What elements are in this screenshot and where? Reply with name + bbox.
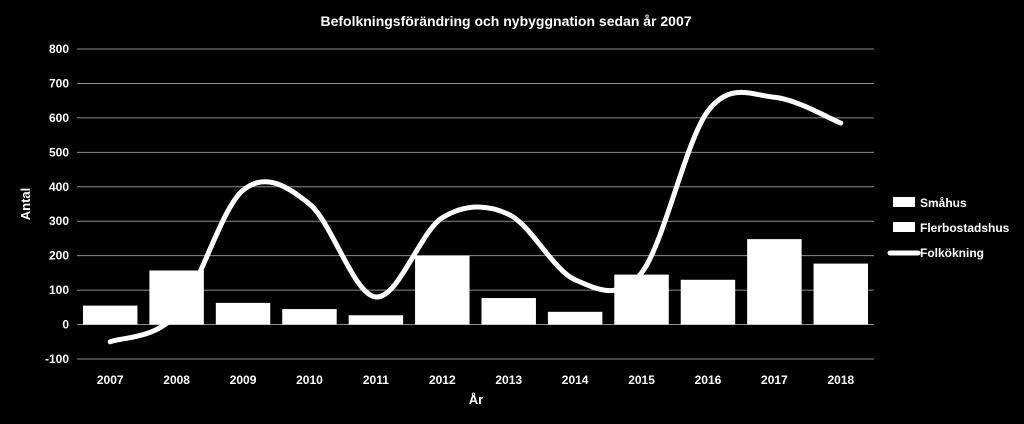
- bar: [547, 311, 603, 325]
- bar: [813, 263, 869, 325]
- x-tick-label: 2008: [163, 373, 190, 387]
- bar: [680, 279, 736, 325]
- bar: [747, 239, 802, 325]
- bars: [82, 239, 869, 325]
- bar: [614, 274, 669, 325]
- bar: [215, 302, 271, 325]
- bar: [282, 309, 337, 325]
- x-tick-label: 2010: [296, 373, 323, 387]
- y-tick-label: -100: [45, 352, 69, 366]
- series-line-folkokning: [107, 89, 844, 345]
- y-axis-label: Antal: [18, 188, 33, 221]
- x-tick-label: 2012: [429, 373, 456, 387]
- x-tick-label: 2016: [695, 373, 722, 387]
- x-tick-label: 2009: [230, 373, 257, 387]
- x-tick-label: 2018: [827, 373, 854, 387]
- x-tick-label: 2017: [761, 373, 788, 387]
- chart-title: Befolkningsförändring och nybyggnation s…: [320, 13, 691, 29]
- x-axis-label: År: [469, 392, 483, 407]
- x-tick-label: 2013: [495, 373, 522, 387]
- legend-label: Småhus: [920, 196, 967, 210]
- x-tick-labels: 2007 2008 2009 2010 2011 2012 2013 2014 2015 2016…: [97, 373, 855, 387]
- legend-label: Flerbostadshus: [920, 221, 1010, 235]
- y-tick-label: 100: [49, 283, 69, 297]
- y-tick-label: 0: [62, 318, 69, 332]
- bar: [481, 298, 536, 325]
- x-tick-label: 2015: [628, 373, 655, 387]
- line-series: [107, 89, 844, 345]
- y-tick-label: 600: [49, 111, 69, 125]
- y-tick-label: 200: [49, 249, 69, 263]
- y-tick-label: 700: [49, 76, 69, 90]
- y-tick-label: 400: [49, 180, 69, 194]
- y-tick-label: 500: [49, 145, 69, 159]
- bar: [82, 305, 138, 325]
- y-tick-label: 800: [49, 42, 69, 56]
- x-tick-label: 2014: [562, 373, 589, 387]
- legend-label: Folkökning: [920, 246, 984, 260]
- bar: [415, 255, 470, 325]
- legend: Småhus Flerbostadshus Folkökning: [887, 196, 1010, 260]
- legend-swatch: [893, 197, 915, 207]
- y-tick-labels: -100 0 100 200 300 400 500 600 700 800: [45, 42, 69, 366]
- y-tick-label: 300: [49, 214, 69, 228]
- x-tick-label: 2007: [97, 373, 124, 387]
- bar: [348, 315, 404, 325]
- x-tick-label: 2011: [363, 373, 389, 387]
- legend-swatch: [893, 222, 915, 232]
